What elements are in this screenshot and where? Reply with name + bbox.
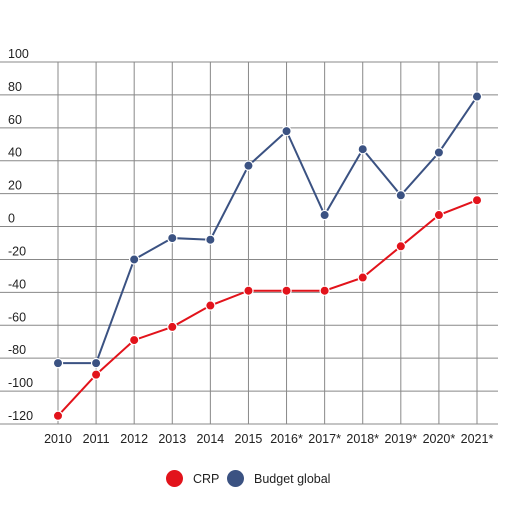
data-point-budget-global — [281, 125, 292, 137]
x-tick-label: 2010 — [44, 432, 72, 446]
y-tick-label: -80 — [8, 343, 26, 357]
x-tick-label: 2018* — [346, 432, 379, 446]
data-point-crp — [395, 241, 407, 252]
data-point-crp — [357, 272, 368, 283]
data-point-crp — [281, 285, 292, 296]
y-tick-label: -120 — [8, 409, 33, 423]
legend-label-budget-global: Budget global — [254, 471, 331, 486]
legend-swatch-crp — [166, 470, 183, 487]
y-tick-label: 80 — [8, 80, 22, 94]
y-tick-label: -20 — [8, 244, 26, 258]
data-point-budget-global — [128, 254, 140, 265]
data-point-budget-global — [395, 190, 407, 201]
x-tick-label: 2021* — [461, 432, 494, 446]
series-lines — [52, 91, 483, 421]
data-point-budget-global — [433, 147, 445, 158]
y-tick-label: -100 — [8, 376, 33, 390]
data-point-crp — [90, 369, 102, 380]
legend: CRP Budget global — [0, 470, 512, 494]
data-point-budget-global — [471, 91, 483, 102]
data-point-crp — [243, 285, 254, 296]
x-tick-label: 2020* — [423, 432, 456, 446]
y-axis-ticks: 100 80 60 40 20 0 -20 -40 -60 -80 -100 -120 — [8, 47, 33, 423]
x-tick-label: 2017* — [308, 432, 341, 446]
data-point-crp — [471, 195, 483, 206]
data-point-budget-global — [52, 357, 64, 369]
x-tick-label: 2013 — [158, 432, 186, 446]
series-line-budget-global — [58, 95, 478, 365]
x-tick-label: 2019* — [384, 432, 417, 446]
data-point-budget-global — [90, 357, 102, 369]
data-point-crp — [52, 410, 64, 421]
x-tick-label: 2011 — [83, 432, 110, 446]
data-point-budget-global — [167, 232, 178, 244]
legend-swatch-budget-global — [227, 470, 244, 487]
x-tick-label: 2016* — [270, 432, 303, 446]
y-tick-label: 20 — [8, 179, 22, 193]
data-point-budget-global — [243, 160, 254, 171]
y-tick-label: -60 — [8, 310, 26, 324]
data-point-budget-global — [357, 144, 368, 155]
legend-item-crp: CRP — [166, 470, 219, 487]
y-tick-label: 100 — [8, 47, 29, 61]
data-point-crp — [167, 321, 178, 333]
y-tick-label: 0 — [8, 212, 15, 226]
legend-item-budget-global: Budget global — [227, 470, 330, 487]
data-point-crp — [319, 285, 330, 296]
x-tick-label: 2014 — [196, 432, 224, 446]
x-axis-ticks: 2010 2011 2012 2013 2014 2015 2016* 2017* 2018* 2… — [44, 432, 493, 446]
series-line-crp — [57, 199, 478, 417]
data-point-crp — [433, 209, 445, 221]
y-tick-label: 40 — [8, 146, 22, 160]
data-point-budget-global — [205, 234, 216, 245]
y-tick-label: -40 — [8, 277, 26, 291]
grid — [0, 61, 498, 425]
y-tick-label: 60 — [8, 113, 22, 127]
data-point-crp — [205, 300, 216, 311]
x-tick-label: 2015 — [235, 432, 263, 446]
legend-label-crp: CRP — [193, 471, 220, 486]
x-tick-label: 2012 — [120, 432, 148, 446]
data-point-budget-global — [319, 209, 330, 221]
data-point-crp — [128, 334, 140, 346]
